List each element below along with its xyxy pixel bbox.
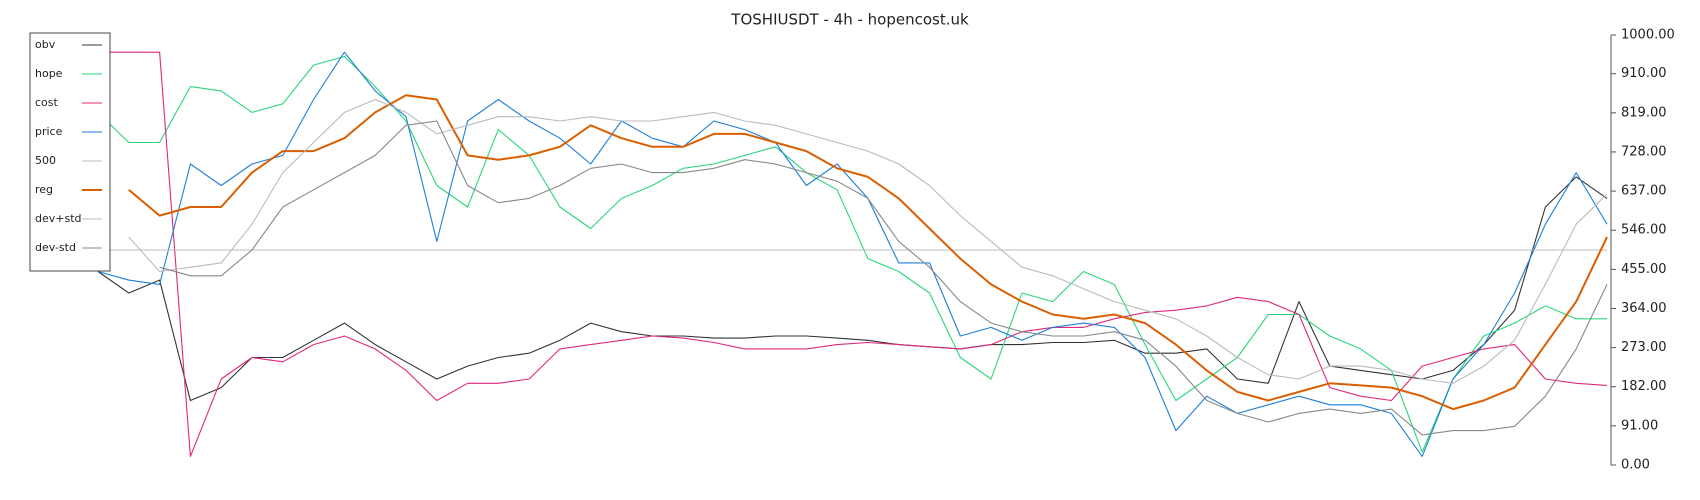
series-line <box>98 51 1608 457</box>
legend-label: reg <box>35 183 53 196</box>
y-tick-label: 1000.00 <box>1621 28 1675 43</box>
legend-label: cost <box>35 96 59 109</box>
y-tick-label: 728.00 <box>1621 144 1667 159</box>
series-line <box>97 51 1608 457</box>
y-tick-label: 546.00 <box>1621 223 1667 238</box>
series-line <box>128 98 1608 384</box>
y-tick-label: 273.00 <box>1621 340 1667 355</box>
legend-label: obv <box>35 38 56 51</box>
series-line <box>97 55 1607 453</box>
y-tick-label: 455.00 <box>1621 262 1667 277</box>
y-tick-label: 819.00 <box>1621 105 1667 120</box>
y-tick-label: 91.00 <box>1621 418 1658 433</box>
legend-label: dev-std <box>35 241 76 254</box>
legend-box <box>29 32 111 272</box>
legend-label: dev+std <box>35 212 82 225</box>
series-line <box>159 120 1608 436</box>
series-line <box>128 94 1608 411</box>
series-line <box>97 176 1608 402</box>
legend: obv hope cost price 500 reg dev+std dev-std <box>29 32 111 272</box>
chart-title: TOSHIUSDT - 4h - hopencost.uk <box>730 11 969 29</box>
y-tick-label: 0.00 <box>1621 458 1650 473</box>
legend-label: price <box>35 125 63 138</box>
y-tick-label: 182.00 <box>1621 379 1667 394</box>
y-tick-label: 364.00 <box>1621 301 1667 316</box>
legend-label: 500 <box>35 154 56 167</box>
legend-label: hope <box>35 67 63 80</box>
y-tick-label: 910.00 <box>1621 66 1667 81</box>
y-tick-label: 637.00 <box>1621 184 1667 199</box>
